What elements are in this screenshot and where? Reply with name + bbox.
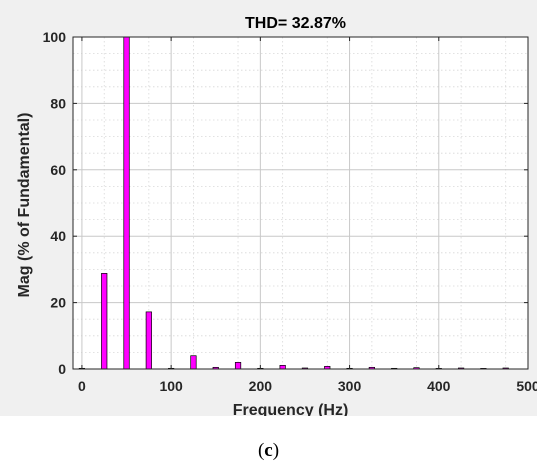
y-tick-label: 20 — [50, 295, 66, 311]
x-tick-label: 100 — [159, 378, 183, 394]
chart: 0 100 200 300 400 500 0 20 40 60 80 100 THD= 32.87… — [16, 15, 537, 416]
ticks — [73, 36, 529, 370]
bar — [101, 273, 108, 370]
x-axis-label: Frequency (Hz) — [233, 402, 349, 416]
x-tick-label: 400 — [427, 378, 451, 394]
y-tick-label: 100 — [43, 29, 67, 45]
major-grid — [73, 36, 529, 370]
bar — [145, 311, 152, 370]
y-axis-label: Mag (% of Fundamental) — [16, 113, 33, 298]
bar — [190, 355, 197, 370]
y-tick-label: 40 — [50, 228, 66, 244]
caption-suffix: ) — [272, 440, 280, 461]
figure-caption: (c) — [0, 440, 537, 462]
caption-letter: c — [264, 440, 273, 461]
bar — [234, 362, 242, 370]
y-tick-labels: 0 20 40 60 80 100 — [43, 29, 67, 377]
plot-border — [72, 36, 529, 370]
bar — [123, 36, 130, 370]
x-tick-label: 300 — [338, 378, 362, 394]
bar — [279, 364, 286, 370]
x-tick-label: 0 — [78, 378, 86, 394]
y-tick-label: 0 — [58, 361, 66, 377]
x-tick-label: 200 — [249, 378, 273, 394]
caption-prefix: ( — [257, 440, 265, 461]
y-tick-label: 60 — [50, 162, 66, 178]
x-tick-labels: 0 100 200 300 400 500 — [78, 378, 537, 394]
x-tick-label: 500 — [516, 378, 537, 394]
chart-title: THD= 32.87% — [245, 15, 346, 32]
y-tick-label: 80 — [50, 95, 66, 111]
